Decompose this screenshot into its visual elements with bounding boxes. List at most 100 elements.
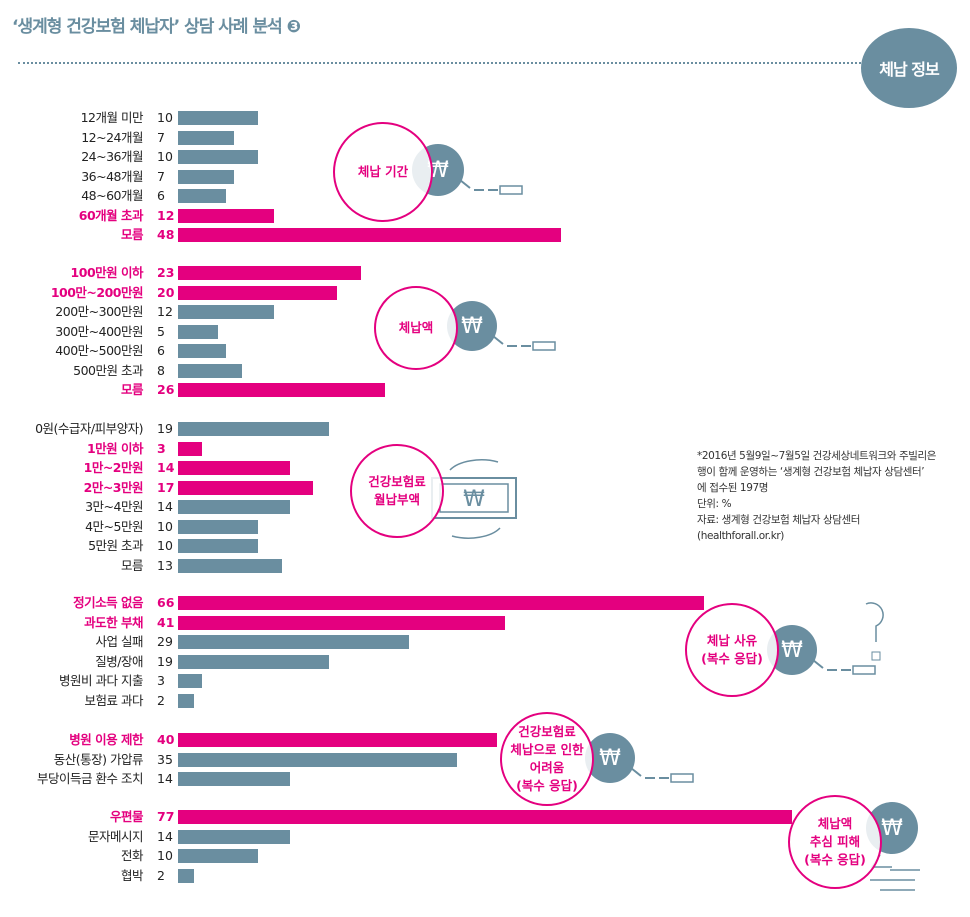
bar-value: 29 xyxy=(157,634,173,649)
note-url: (healthforall.or.kr) xyxy=(697,530,784,542)
annotation-circle: 체납 사유 (복수 응답) xyxy=(685,603,779,697)
bar xyxy=(178,596,705,610)
annotation-circle: 건강보험료 월납부액 xyxy=(350,444,444,538)
bar-value: 2 xyxy=(157,692,165,708)
bar-label: 1만~2만원 xyxy=(83,460,144,475)
bar-label: 동산(통장) 가압류 xyxy=(53,751,144,767)
bar xyxy=(178,849,258,863)
bar xyxy=(178,305,274,319)
bar-value: 10 xyxy=(157,848,173,863)
bar-label: 사업 실패 xyxy=(95,634,144,649)
bar-label: 1만원 이하 xyxy=(86,440,144,456)
bar xyxy=(178,829,290,844)
section-badge: 체납 정보 xyxy=(861,28,957,108)
bar xyxy=(178,693,194,708)
bar xyxy=(178,150,258,164)
svg-text:₩: ₩ xyxy=(463,487,485,512)
bar-value: 2 xyxy=(157,867,165,883)
bar-label: 병원 이용 제한 xyxy=(69,732,143,747)
note-unit: 단위: % xyxy=(697,498,732,510)
bar-label: 400만~500만원 xyxy=(55,343,143,358)
bar-value: 10 xyxy=(157,110,173,125)
bar-label: 12개월 미만 xyxy=(80,110,144,125)
annotation-circle: 체납 기간 xyxy=(333,122,433,222)
bar-value: 10 xyxy=(157,538,173,553)
bar-value: 5 xyxy=(157,323,165,339)
bar-value: 20 xyxy=(157,284,175,300)
bar-value: 77 xyxy=(157,809,175,824)
bar-label: 500만원 초과 xyxy=(73,362,143,378)
bar xyxy=(178,461,290,475)
bar-label: 100만~200만원 xyxy=(50,284,144,300)
bar-label: 보험료 과다 xyxy=(84,692,144,708)
bar-label: 12~24개월 xyxy=(81,129,143,145)
bar xyxy=(178,441,202,456)
bar xyxy=(178,480,314,495)
annotation-circle: 건강보험료 체납으로 인한 어려움 (복수 응답) xyxy=(500,712,594,806)
bar xyxy=(178,130,234,145)
bar xyxy=(178,615,505,630)
bar-value: 7 xyxy=(157,129,165,145)
bar-value: 14 xyxy=(157,499,173,514)
bar xyxy=(178,285,338,300)
bar xyxy=(178,539,258,553)
page-title: ‘생계형 건강보험 체납자’ 상담 사례 분석 ❸ xyxy=(12,17,301,37)
bar xyxy=(178,363,242,378)
bar-value: 6 xyxy=(157,343,165,358)
bar xyxy=(178,189,226,203)
bar xyxy=(178,772,290,786)
bar xyxy=(178,266,362,280)
bar xyxy=(178,635,410,649)
bar xyxy=(178,169,234,184)
bar xyxy=(178,228,561,242)
note-line: 행이 함께 운영하는 ‘생계형 건강보험 체납자 상담센터’ xyxy=(697,466,925,478)
bar-label: 2만~3만원 xyxy=(83,479,144,495)
bar xyxy=(178,810,792,824)
bar-label: 0원(수급자/피부양자) xyxy=(35,421,143,436)
bar xyxy=(178,733,497,747)
bar xyxy=(178,752,457,767)
bar-value: 23 xyxy=(157,265,175,280)
bar xyxy=(178,111,258,125)
bar-label: 4만~5만원 xyxy=(85,518,143,534)
bar-label: 48~60개월 xyxy=(81,188,143,203)
bar-value: 14 xyxy=(157,771,173,786)
bar xyxy=(178,654,330,669)
bar-value: 19 xyxy=(157,421,173,436)
bar-label: 부당이득금 환수 조치 xyxy=(37,771,143,786)
bar-label: 300만~400만원 xyxy=(55,323,143,339)
bar xyxy=(178,674,202,688)
bar-value: 66 xyxy=(157,595,175,610)
bar-value: 3 xyxy=(157,673,165,688)
bar xyxy=(178,383,386,397)
bar xyxy=(178,344,226,358)
bar-label: 60개월 초과 xyxy=(78,207,144,223)
bar-label: 모름 xyxy=(120,227,144,242)
bar xyxy=(178,208,274,223)
bar-label: 협박 xyxy=(120,867,144,883)
bar-label: 병원비 과다 지출 xyxy=(59,673,143,688)
note-source: 자료: 생계형 건강보험 체납자 상담센터 xyxy=(697,514,861,526)
bar-value: 14 xyxy=(157,828,173,844)
bar xyxy=(178,324,218,339)
annotation-circle: 체납액 추심 피해 (복수 응답) xyxy=(788,795,882,889)
bar-label: 200만~300만원 xyxy=(55,304,143,319)
bar-value: 3 xyxy=(157,440,166,456)
bar-label: 문자메시지 xyxy=(87,828,144,844)
bar-label: 36~48개월 xyxy=(81,168,143,184)
bar-value: 48 xyxy=(157,227,175,242)
bar-value: 8 xyxy=(157,362,165,378)
bar-value: 12 xyxy=(157,304,173,319)
bar-value: 14 xyxy=(157,460,175,475)
bar xyxy=(178,558,282,573)
bar-value: 13 xyxy=(157,557,173,573)
bar-value: 35 xyxy=(157,751,173,767)
note-line: *2016년 5월9일~7월5일 건강세상네트워크와 주빌리은 xyxy=(697,450,936,462)
bar-value: 26 xyxy=(157,382,175,397)
bar xyxy=(178,519,258,534)
bar xyxy=(178,500,290,514)
bar-value: 7 xyxy=(157,168,165,184)
bar-value: 17 xyxy=(157,479,175,495)
